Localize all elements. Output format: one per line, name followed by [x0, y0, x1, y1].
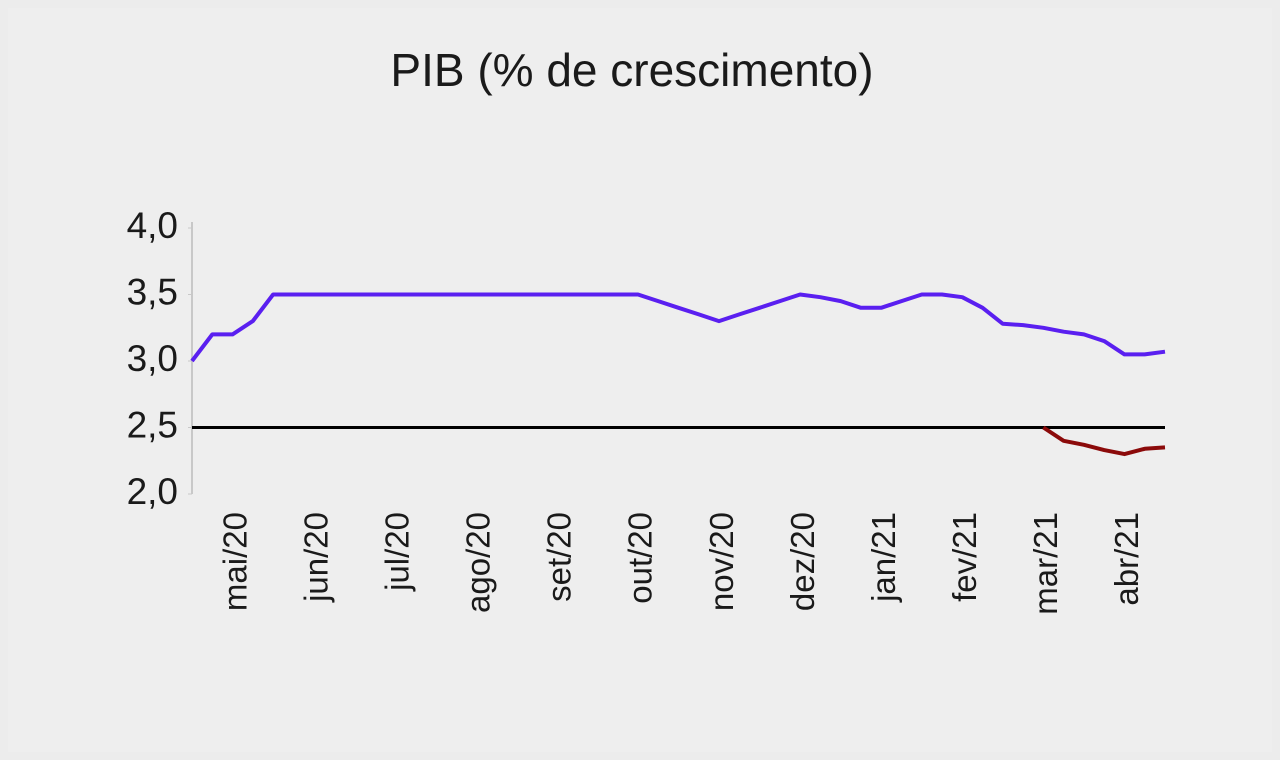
x-tick-label: abr/21: [1108, 512, 1145, 606]
series-line: [190, 292, 1166, 363]
x-tick-label: mar/21: [1027, 512, 1064, 615]
y-tick-label: 4,0: [127, 205, 178, 246]
y-tick-label: 3,0: [127, 338, 178, 379]
x-tick-label: ago/20: [460, 512, 497, 613]
y-tick-label: 3,5: [127, 271, 178, 312]
chart-title: PIB (% de crescimento): [390, 44, 873, 96]
x-tick-label: jan/21: [865, 512, 902, 603]
x-tick-label: dez/20: [784, 512, 821, 611]
x-tick-label: out/20: [622, 512, 659, 604]
x-tick-label: jul/20: [378, 512, 415, 592]
chart-background: [8, 8, 1272, 752]
x-tick-label: set/20: [541, 512, 578, 602]
x-tick-label: nov/20: [703, 512, 740, 611]
x-tick-label: mai/20: [216, 512, 253, 611]
series-line: [1042, 425, 1166, 457]
y-tick-label: 2,0: [127, 471, 178, 512]
y-tick-label: 2,5: [127, 404, 178, 445]
x-tick-label: jun/20: [297, 512, 334, 603]
x-tick-label: fev/21: [946, 512, 983, 602]
